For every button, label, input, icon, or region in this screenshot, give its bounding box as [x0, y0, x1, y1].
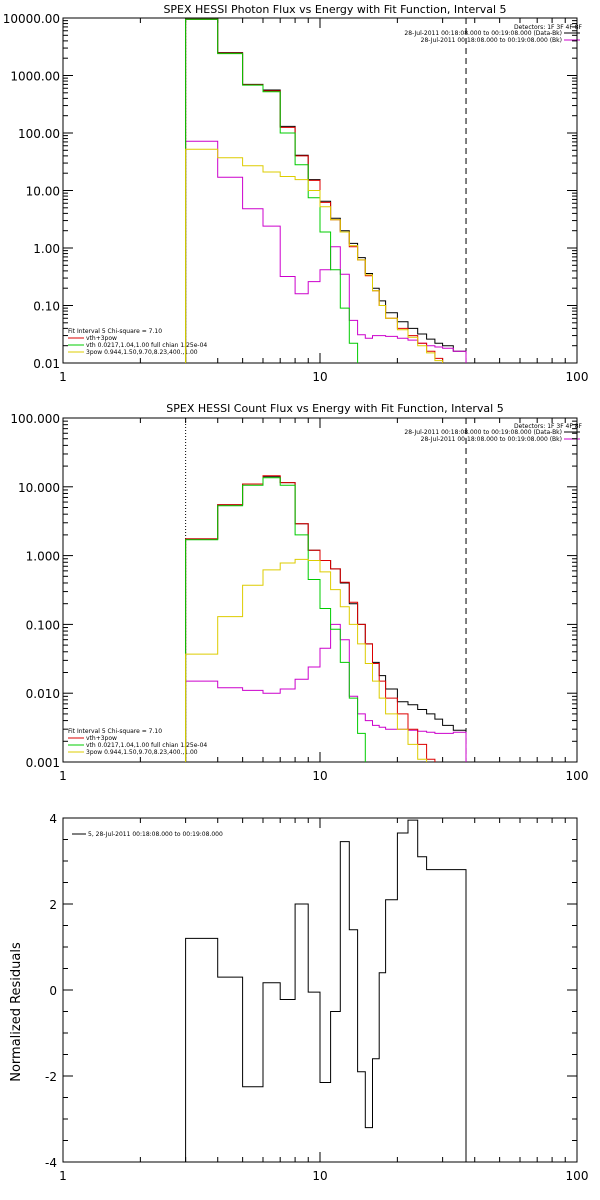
legend-3pow: 3pow 0.944,1.50,9.70,8.23,400.,1.00 [86, 749, 198, 756]
legend-bk: 28-Jul-2011 00:18:08.000 to 00:19:08.000… [421, 37, 562, 44]
x-tick-label: 100 [566, 1169, 589, 1183]
legend-vth3pow: vth+3pow [86, 735, 117, 742]
y-tick-label: 0.100 [26, 618, 60, 632]
legend-3pow: 3pow 0.944,1.50,9.70,8.23,400.,1.00 [86, 349, 198, 356]
legend-residuals: 5, 28-Jul-2011 00:18:08.000 to 00:19:08.… [88, 831, 223, 838]
legend-data-bk: 28-Jul-2011 00:18:08.000 to 00:19:08.000… [404, 30, 562, 37]
residuals-panel: Normalized Residuals 5, 28-Jul-2011 00:1… [9, 812, 589, 1183]
residuals-ylabel: Normalized Residuals [9, 942, 24, 1082]
y-tick-label: 0.010 [26, 687, 60, 701]
x-tick-label: 10 [312, 769, 327, 783]
y-tick-label: 0.01 [33, 357, 60, 371]
series-bk [185, 140, 467, 363]
y-tick-label: 0 [49, 984, 57, 998]
y-tick-label: 100.00 [18, 127, 60, 141]
y-tick-label: 1.00 [33, 242, 60, 256]
series-data-bk [185, 18, 467, 363]
legend-detectors: Detectors: 1F 3F 4F 8F [514, 423, 583, 430]
y-tick-label: 10.00 [26, 185, 60, 199]
photon-flux-legend: Detectors: 1F 3F 4F 8F 28-Jul-2011 00:18… [404, 24, 582, 44]
legend-vth3pow: vth+3pow [86, 335, 117, 342]
count-fit-legend: Fit Interval 5 Chi-square = 7.10 vth+3po… [68, 728, 207, 756]
y-tick-label: 1000.00 [10, 70, 60, 84]
series-vth-3pow [185, 475, 436, 762]
plot-frame [62, 817, 578, 1163]
legend-vth: vth 0.0217,1.04,1.00 full chian 1.25e-04 [86, 742, 207, 749]
x-tick-label: 1 [59, 769, 67, 783]
legend-fit-interval: Fit Interval 5 Chi-square = 7.10 [68, 328, 162, 335]
series-3pow [185, 558, 428, 762]
x-tick-label: 10 [312, 1169, 327, 1183]
series-vth [185, 477, 366, 762]
x-tick-label: 1 [59, 1169, 67, 1183]
y-tick-label: 4 [49, 812, 57, 826]
legend-detectors: Detectors: 1F 3F 4F 8F [514, 24, 583, 31]
legend-data-bk: 28-Jul-2011 00:18:08.000 to 00:19:08.000… [404, 429, 562, 436]
series-group [185, 18, 467, 363]
y-tick-label: 0.001 [26, 756, 60, 770]
count-flux-title: SPEX HESSI Count Flux vs Energy with Fit… [166, 402, 503, 415]
legend-fit-interval: Fit Interval 5 Chi-square = 7.10 [68, 728, 162, 735]
legend-bk: 28-Jul-2011 00:18:08.000 to 00:19:08.000… [421, 436, 562, 443]
count-flux-panel: SPEX HESSI Count Flux vs Energy with Fit… [10, 402, 589, 783]
y-tick-label: 10.000 [18, 481, 60, 495]
x-tick-label: 100 [566, 769, 589, 783]
x-tick-label: 1 [59, 370, 67, 384]
series-group [185, 819, 467, 1162]
photon-flux-title: SPEX HESSI Photon Flux vs Energy with Fi… [163, 3, 506, 16]
photon-fit-legend: Fit Interval 5 Chi-square = 7.10 vth+3po… [68, 328, 207, 356]
series-vth-3pow [185, 18, 444, 363]
x-tick-label: 100 [566, 370, 589, 384]
series-bk [185, 623, 467, 762]
count-flux-legend: Detectors: 1F 3F 4F 8F 28-Jul-2011 00:18… [404, 423, 582, 443]
legend-vth: vth 0.0217,1.04,1.00 full chian 1.25e-04 [86, 342, 207, 349]
y-tick-label: 1.000 [26, 550, 60, 564]
series-residuals [185, 819, 467, 1162]
photon-flux-panel: SPEX HESSI Photon Flux vs Energy with Fi… [3, 3, 589, 384]
y-tick-label: 10000.00 [3, 12, 60, 26]
series-3pow [185, 148, 444, 363]
residuals-legend: 5, 28-Jul-2011 00:18:08.000 to 00:19:08.… [72, 831, 223, 838]
y-tick-label: -2 [45, 1070, 57, 1084]
y-tick-label: 100.000 [10, 412, 60, 426]
series-group [185, 475, 467, 762]
y-tick-label: 2 [49, 898, 57, 912]
x-tick-label: 10 [312, 370, 327, 384]
y-tick-label: -4 [45, 1156, 57, 1170]
y-tick-label: 0.10 [33, 300, 60, 314]
